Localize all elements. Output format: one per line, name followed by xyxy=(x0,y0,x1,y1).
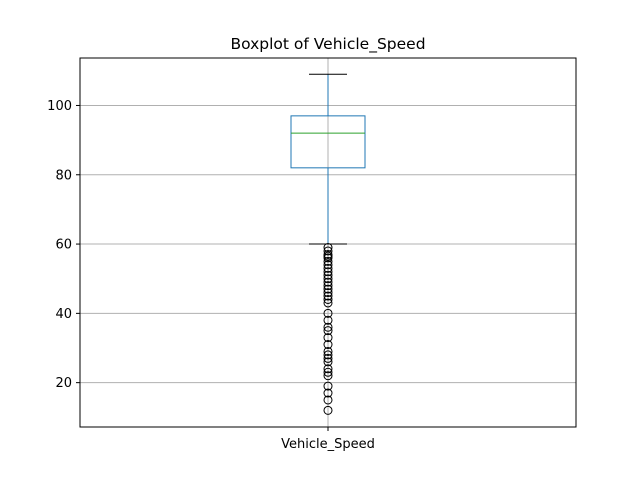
outlier-point xyxy=(323,274,333,284)
outlier-point xyxy=(323,346,333,356)
outlier-point xyxy=(323,267,333,277)
box-layer xyxy=(290,73,366,415)
outlier-point xyxy=(323,350,333,360)
outlier-point xyxy=(323,298,333,308)
chart-title: Boxplot of Vehicle_Speed xyxy=(230,35,425,54)
outlier-point xyxy=(323,357,333,367)
y-tick-label: 20 xyxy=(55,376,72,391)
outlier-point xyxy=(323,371,333,381)
outlier-point xyxy=(323,388,333,398)
outlier-point xyxy=(323,253,333,263)
outlier-point xyxy=(323,243,333,253)
iqr-box xyxy=(290,115,366,169)
x-tick-label: Vehicle_Speed xyxy=(281,437,375,452)
outlier-point xyxy=(323,270,333,280)
outlier-point xyxy=(323,256,333,266)
outlier-point xyxy=(323,367,333,377)
outlier-point xyxy=(323,340,333,350)
outlier-point xyxy=(323,284,333,294)
outlier-point xyxy=(323,405,333,415)
outlier-point xyxy=(323,353,333,363)
outlier-point xyxy=(323,291,333,301)
y-tick-label: 60 xyxy=(55,238,72,253)
outlier-point xyxy=(323,395,333,405)
y-tick-label: 100 xyxy=(47,99,72,114)
outlier-point xyxy=(323,326,333,336)
outlier-point xyxy=(323,246,333,256)
outlier-point xyxy=(323,288,333,298)
outlier-point xyxy=(323,381,333,391)
outlier-point xyxy=(323,281,333,291)
y-tick-label: 80 xyxy=(55,168,72,183)
outlier-point xyxy=(323,322,333,332)
outlier-point xyxy=(323,263,333,273)
outlier-point xyxy=(323,315,333,325)
y-tick-label: 40 xyxy=(55,307,72,322)
outlier-point xyxy=(323,260,333,270)
outlier-point xyxy=(323,277,333,287)
outlier-point xyxy=(323,294,333,304)
outlier-point xyxy=(323,308,333,318)
outlier-point xyxy=(323,333,333,343)
axis-layer: 20 40 60 80 100 Vehicle_Speed xyxy=(47,99,375,452)
outlier-point xyxy=(323,364,333,374)
